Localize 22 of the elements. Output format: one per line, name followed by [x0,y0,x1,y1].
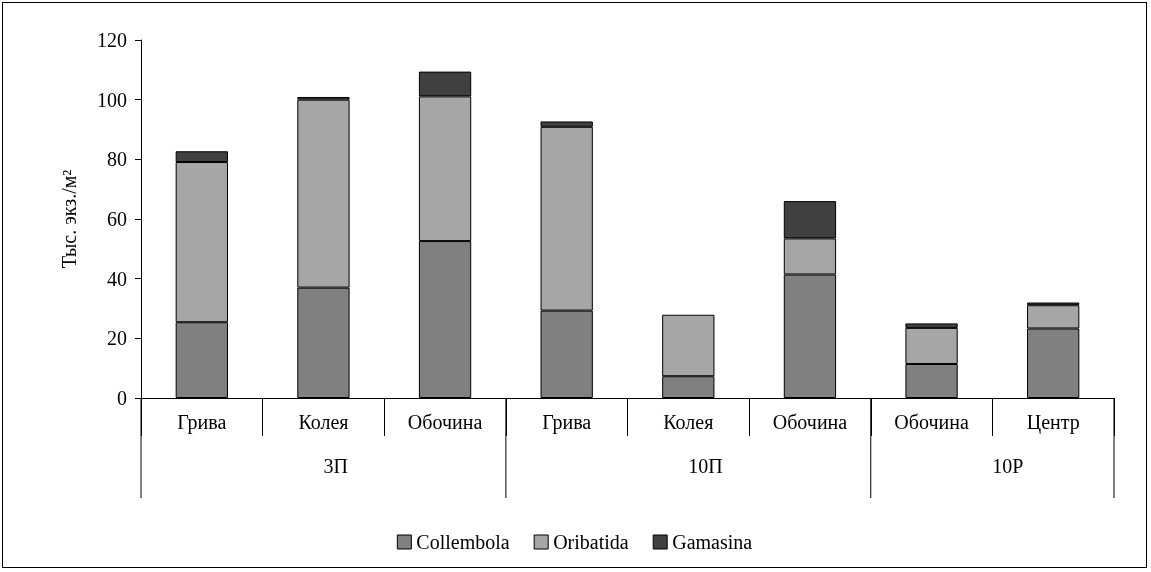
y-axis-title: Тыс. экз./м² [58,169,80,269]
legend-label: Oribatida [553,531,629,553]
y-tick-label: 60 [107,208,127,230]
legend-label: Gamasina [672,531,753,553]
x-tick-label: Обочина [772,411,848,433]
text: 3П [323,455,348,477]
y-tick-label: 80 [107,148,127,171]
legend-label: Collembola [416,531,510,553]
text: 10Р [992,455,1024,477]
x-tick-label: Грива [177,411,227,434]
y-tick-label: 120 [97,29,127,51]
x-tick-label: Центр [1026,411,1080,434]
y-tick-label: 40 [107,267,127,290]
x-tick-label: Колея [298,411,349,433]
x-tick-label: Грива [542,411,592,434]
x-tick-label: Колея [663,411,714,433]
y-tick-label: 100 [97,88,127,111]
x-tick-label: Обочина [894,411,969,433]
y-tick-label: 20 [107,327,127,350]
x-tick-label: Обочина [407,411,483,433]
y-tick-label: 0 [117,387,127,409]
text: 10П [688,455,723,477]
